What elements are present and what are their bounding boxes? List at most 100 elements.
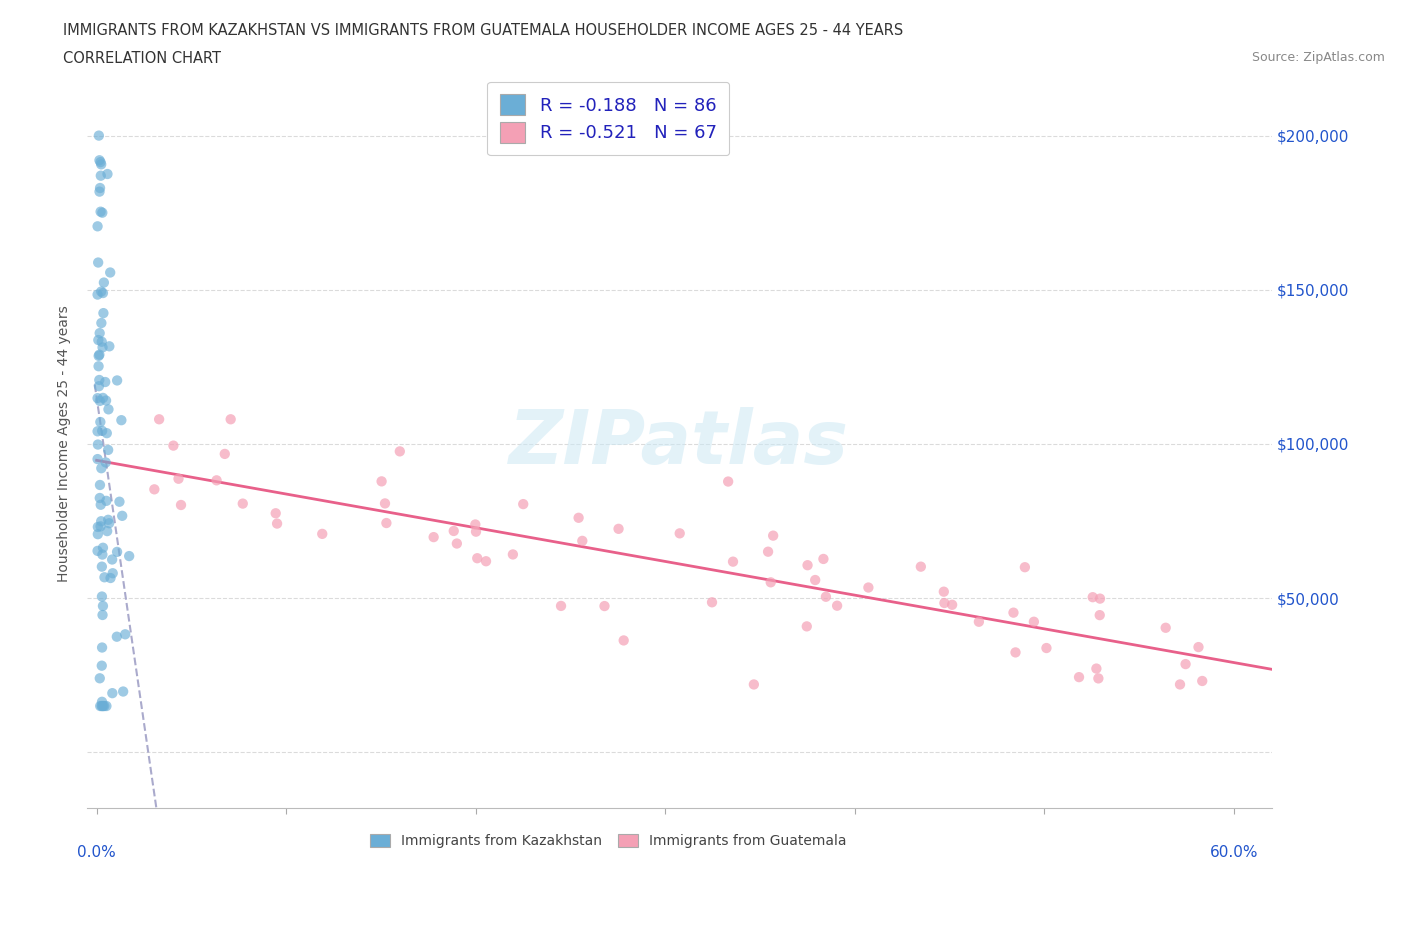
Point bbox=[87, 526, 110, 541]
Point bbox=[98, 339, 121, 353]
Point bbox=[89, 184, 111, 199]
Point bbox=[87, 359, 110, 374]
Text: IMMIGRANTS FROM KAZAKHSTAN VS IMMIGRANTS FROM GUATEMALA HOUSEHOLDER INCOME AGES : IMMIGRANTS FROM KAZAKHSTAN VS IMMIGRANTS… bbox=[63, 23, 904, 38]
Point bbox=[967, 615, 990, 630]
Point bbox=[422, 530, 444, 545]
Point bbox=[1191, 673, 1213, 688]
Point bbox=[90, 157, 112, 172]
Point bbox=[93, 275, 115, 290]
Point bbox=[934, 595, 956, 610]
Point bbox=[375, 515, 398, 530]
Point bbox=[94, 455, 117, 470]
Point bbox=[91, 698, 114, 713]
Point bbox=[214, 446, 236, 461]
Point bbox=[91, 540, 114, 555]
Point bbox=[162, 438, 184, 453]
Point bbox=[1085, 661, 1108, 676]
Point bbox=[1088, 591, 1111, 606]
Point bbox=[717, 474, 740, 489]
Point bbox=[374, 496, 396, 511]
Point bbox=[932, 584, 955, 599]
Point bbox=[89, 671, 111, 685]
Point bbox=[90, 498, 112, 512]
Point bbox=[91, 340, 114, 355]
Point bbox=[1081, 590, 1104, 604]
Point bbox=[910, 559, 932, 574]
Point bbox=[90, 559, 112, 574]
Point bbox=[105, 373, 128, 388]
Point bbox=[87, 437, 110, 452]
Point bbox=[446, 536, 468, 551]
Y-axis label: Householder Income Ages 25 - 44 years: Householder Income Ages 25 - 44 years bbox=[58, 306, 72, 582]
Point bbox=[465, 551, 488, 565]
Text: Source: ZipAtlas.com: Source: ZipAtlas.com bbox=[1251, 51, 1385, 64]
Point bbox=[700, 595, 723, 610]
Point bbox=[1067, 670, 1090, 684]
Point bbox=[96, 166, 118, 181]
Text: CORRELATION CHART: CORRELATION CHART bbox=[63, 51, 221, 66]
Point bbox=[607, 522, 630, 537]
Point bbox=[97, 512, 120, 527]
Point bbox=[87, 379, 110, 393]
Point bbox=[89, 393, 111, 408]
Point bbox=[91, 286, 114, 300]
Point bbox=[167, 472, 190, 486]
Point bbox=[112, 684, 135, 699]
Point bbox=[796, 619, 818, 634]
Point bbox=[804, 573, 827, 588]
Point bbox=[89, 154, 111, 169]
Text: 60.0%: 60.0% bbox=[1209, 844, 1258, 860]
Point bbox=[266, 516, 288, 531]
Text: 0.0%: 0.0% bbox=[77, 844, 117, 860]
Point bbox=[464, 517, 486, 532]
Point bbox=[388, 444, 411, 458]
Point bbox=[110, 413, 132, 428]
Point bbox=[101, 685, 124, 700]
Point bbox=[89, 326, 111, 340]
Point bbox=[264, 506, 287, 521]
Point bbox=[90, 460, 112, 475]
Point bbox=[91, 698, 114, 713]
Point bbox=[512, 497, 534, 512]
Point bbox=[118, 549, 141, 564]
Point bbox=[90, 205, 112, 219]
Point bbox=[87, 520, 110, 535]
Point bbox=[742, 677, 765, 692]
Point bbox=[91, 206, 114, 220]
Point bbox=[502, 547, 524, 562]
Point bbox=[101, 552, 124, 567]
Legend: Immigrants from Kazakhstan, Immigrants from Guatemala: Immigrants from Kazakhstan, Immigrants f… bbox=[363, 827, 853, 856]
Point bbox=[100, 571, 122, 586]
Point bbox=[90, 285, 112, 299]
Point bbox=[89, 373, 111, 388]
Point bbox=[90, 589, 112, 604]
Point bbox=[814, 590, 837, 604]
Point bbox=[98, 265, 121, 280]
Point bbox=[148, 412, 170, 427]
Point bbox=[89, 698, 111, 713]
Point bbox=[443, 524, 465, 538]
Point bbox=[86, 287, 108, 302]
Point bbox=[93, 570, 115, 585]
Point bbox=[89, 477, 111, 492]
Point bbox=[96, 426, 118, 441]
Point bbox=[170, 498, 193, 512]
Point bbox=[1022, 615, 1045, 630]
Point bbox=[796, 558, 818, 573]
Point bbox=[1035, 641, 1057, 656]
Point bbox=[87, 128, 110, 143]
Point bbox=[91, 640, 114, 655]
Point bbox=[1174, 657, 1197, 671]
Point bbox=[96, 698, 118, 713]
Point bbox=[114, 627, 136, 642]
Point bbox=[91, 599, 114, 614]
Text: ZIPatlas: ZIPatlas bbox=[509, 407, 849, 481]
Point bbox=[89, 180, 111, 195]
Point bbox=[1168, 677, 1191, 692]
Point bbox=[1088, 607, 1111, 622]
Point bbox=[105, 544, 128, 559]
Point bbox=[205, 472, 228, 487]
Point bbox=[86, 543, 108, 558]
Point bbox=[96, 494, 118, 509]
Point bbox=[108, 494, 131, 509]
